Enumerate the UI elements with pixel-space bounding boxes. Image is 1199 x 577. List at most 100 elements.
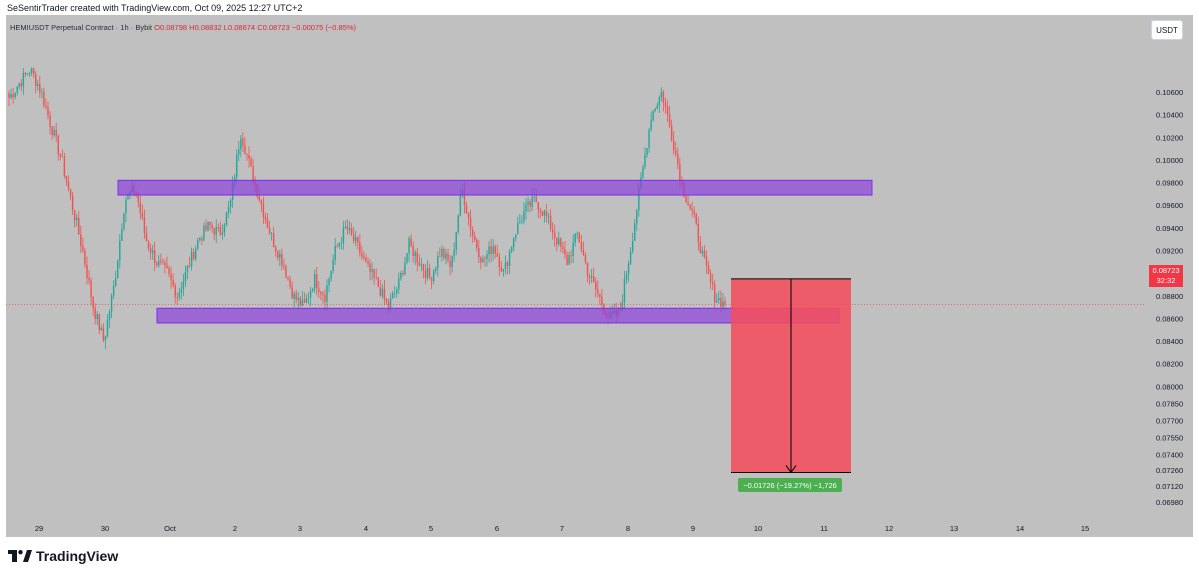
- candle-body: [672, 139, 675, 151]
- candle-body: [63, 156, 66, 176]
- candle-body: [496, 253, 498, 257]
- candle-body: [41, 91, 43, 93]
- candle-body: [285, 266, 287, 278]
- candle-body: [592, 276, 595, 282]
- candle-body: [720, 297, 722, 308]
- tradingview-logo-icon: [8, 550, 32, 562]
- candle-body: [322, 293, 324, 296]
- candle-body: [558, 238, 560, 245]
- candle-body: [127, 193, 129, 200]
- candle-body: [299, 297, 302, 306]
- candle-body: [180, 289, 183, 293]
- candle-body: [313, 274, 316, 290]
- candle-body: [293, 293, 295, 299]
- candle-body: [80, 234, 82, 246]
- candle-body: [713, 284, 716, 303]
- candle-body: [722, 301, 724, 308]
- candle-body: [406, 253, 408, 263]
- x-tick-label: 10: [754, 524, 762, 533]
- candle-body: [391, 293, 394, 299]
- candle-body: [578, 232, 581, 243]
- candle-body: [467, 213, 470, 218]
- candle-body: [98, 314, 101, 331]
- candle-body: [510, 246, 513, 252]
- candle-body: [248, 154, 250, 159]
- y-tick-label: 0.10600: [1156, 88, 1183, 97]
- x-tick-label: 6: [495, 524, 499, 533]
- candle-body: [556, 237, 558, 245]
- candle-body: [262, 204, 265, 217]
- candle-body: [320, 291, 322, 294]
- candle-body: [689, 204, 691, 209]
- candle-body: [217, 227, 219, 228]
- candle-body: [424, 270, 427, 278]
- candle-body: [568, 255, 570, 265]
- candle-body: [205, 225, 207, 231]
- candle-body: [69, 188, 72, 196]
- candle-body: [357, 237, 359, 243]
- candle-body: [258, 196, 261, 201]
- candle-body: [316, 274, 318, 289]
- candle-body: [459, 193, 462, 216]
- candle-body: [582, 250, 585, 255]
- candle-body: [420, 264, 423, 266]
- candle-body: [28, 72, 31, 74]
- y-tick-label: 0.10200: [1156, 133, 1183, 142]
- candle-body: [117, 260, 119, 279]
- candle-body: [389, 298, 392, 308]
- candle-body: [693, 210, 695, 214]
- candle-body: [408, 238, 410, 254]
- candle-body: [213, 228, 215, 235]
- candle-body: [363, 256, 365, 259]
- close-value: C0.08723: [257, 23, 290, 32]
- candle-body: [207, 221, 209, 231]
- candle-body: [381, 288, 384, 297]
- candle-body: [471, 229, 474, 236]
- candle-body: [707, 265, 710, 274]
- candle-body: [47, 107, 49, 116]
- candle-body: [502, 268, 505, 272]
- currency-button[interactable]: USDT: [1151, 20, 1183, 40]
- candle-body: [194, 248, 197, 260]
- x-tick-label: 9: [691, 524, 695, 533]
- candle-body: [595, 281, 597, 290]
- candle-body: [662, 91, 665, 103]
- symbol-legend[interactable]: HEMIUSDT Perpetual Contract · 1h · Bybit…: [10, 23, 357, 32]
- candle-body: [76, 218, 78, 221]
- x-tick-label: Oct: [164, 524, 177, 533]
- candle-body: [685, 196, 687, 203]
- y-tick-label: 0.07850: [1156, 399, 1183, 408]
- candle-body: [400, 272, 402, 279]
- candle-body: [182, 281, 185, 290]
- candle-body: [201, 238, 203, 241]
- price-chart[interactable]: 0.10600 0.10400 0.10200 0.10000 0.09800 0.096…: [6, 15, 1193, 537]
- candle-body: [435, 268, 437, 271]
- x-tick-label: 12: [885, 524, 893, 533]
- candle-body: [153, 250, 156, 264]
- candle-body: [34, 74, 37, 86]
- candle-body: [215, 227, 217, 235]
- change-value: −0.00075 (−0.85%): [291, 23, 357, 32]
- candle-body: [84, 250, 86, 265]
- candle-body: [642, 167, 644, 178]
- candle-body: [297, 297, 299, 300]
- candle-body: [250, 158, 252, 167]
- candle-body: [8, 93, 10, 98]
- candle-body: [114, 278, 117, 286]
- y-tick-label: 0.07700: [1156, 416, 1183, 425]
- candle-body: [67, 181, 70, 189]
- candle-body: [82, 245, 84, 251]
- chart-area[interactable]: 0.10600 0.10400 0.10200 0.10000 0.09800 0.096…: [6, 15, 1193, 537]
- candle-body: [498, 256, 501, 268]
- candle-body: [102, 327, 105, 341]
- candle-body: [71, 195, 74, 211]
- candle-body: [521, 221, 523, 222]
- candle-body: [718, 297, 720, 301]
- candle-body: [303, 299, 306, 303]
- candle-body: [20, 83, 23, 87]
- candle-body: [367, 261, 369, 264]
- tradingview-brand[interactable]: TradingView: [8, 548, 118, 564]
- candle-body: [625, 274, 628, 280]
- candle-body: [268, 227, 271, 234]
- candle-body: [311, 289, 314, 291]
